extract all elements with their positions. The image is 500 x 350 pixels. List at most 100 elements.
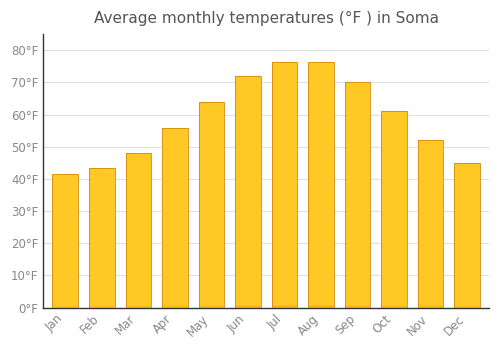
Bar [381,214,406,307]
Bar [381,266,406,307]
Bar [308,293,334,308]
Bar [126,280,151,307]
Bar [418,258,443,307]
Bar [52,244,78,307]
Bar [89,207,114,307]
Bar [454,268,480,307]
Bar [308,266,334,307]
Bar [272,123,297,306]
Bar [52,222,78,307]
Bar [344,197,370,307]
Bar [344,258,370,307]
Bar [126,189,151,307]
Bar [52,247,78,307]
Bar [272,172,297,306]
Bar [235,155,260,306]
Bar [344,139,370,306]
Bar [418,262,443,307]
Bar [52,230,78,307]
Bar [89,184,114,306]
Bar [272,271,297,307]
Bar [89,219,114,307]
Bar [272,214,297,307]
Bar [198,273,224,307]
Bar [381,217,406,307]
Bar [454,280,480,307]
Bar [454,276,480,307]
Bar [52,226,78,307]
Bar [381,296,406,308]
Bar [272,91,297,306]
Bar [52,237,78,307]
Bar [344,222,370,307]
Bar [126,278,151,307]
Bar [198,174,224,306]
Bar [344,141,370,306]
Bar [308,145,334,306]
Bar [52,302,78,308]
Bar [344,157,370,306]
Bar [126,221,151,307]
Bar [162,158,188,306]
Bar [52,219,78,307]
Bar [126,201,151,307]
Bar [381,168,406,306]
Bar [126,240,151,307]
Bar [162,193,188,307]
Bar [126,170,151,306]
Bar [308,101,334,306]
Bar [126,290,151,307]
Bar [381,113,406,306]
Bar [126,297,151,308]
Bar [272,300,297,308]
Bar [454,241,480,307]
Bar [454,258,480,307]
Bar [198,236,224,307]
Bar [381,153,406,306]
Bar [308,175,334,306]
Bar [454,228,480,307]
Bar [344,283,370,307]
Bar [162,171,188,306]
Bar [272,199,297,307]
Bar [235,271,260,307]
Bar [344,107,370,306]
Bar [418,254,443,307]
Bar [235,97,260,306]
Bar [89,273,114,307]
Bar [381,210,406,307]
Bar [89,264,114,307]
Bar [162,275,188,307]
Bar [381,190,406,307]
Bar [272,153,297,306]
Bar [126,253,151,307]
Bar [198,118,224,306]
Bar [126,198,151,307]
Bar [198,254,224,307]
Bar [126,292,151,307]
Bar [381,282,406,307]
Bar [308,273,334,307]
Bar [162,250,188,307]
Bar [344,168,370,306]
Bar [418,282,443,307]
Bar [198,141,224,306]
Bar [454,189,480,307]
Bar [272,62,297,305]
Bar [162,173,188,306]
Bar [89,305,114,308]
Bar [381,231,406,307]
Bar [126,257,151,307]
Bar [126,261,151,307]
Bar [454,298,480,308]
Bar [344,154,370,306]
Bar [52,210,78,307]
Bar [381,215,406,307]
Bar [418,170,443,306]
Bar [381,182,406,306]
Bar [381,131,406,306]
Bar [198,299,224,308]
Bar [198,155,224,306]
Bar [272,248,297,307]
Bar [308,121,334,306]
